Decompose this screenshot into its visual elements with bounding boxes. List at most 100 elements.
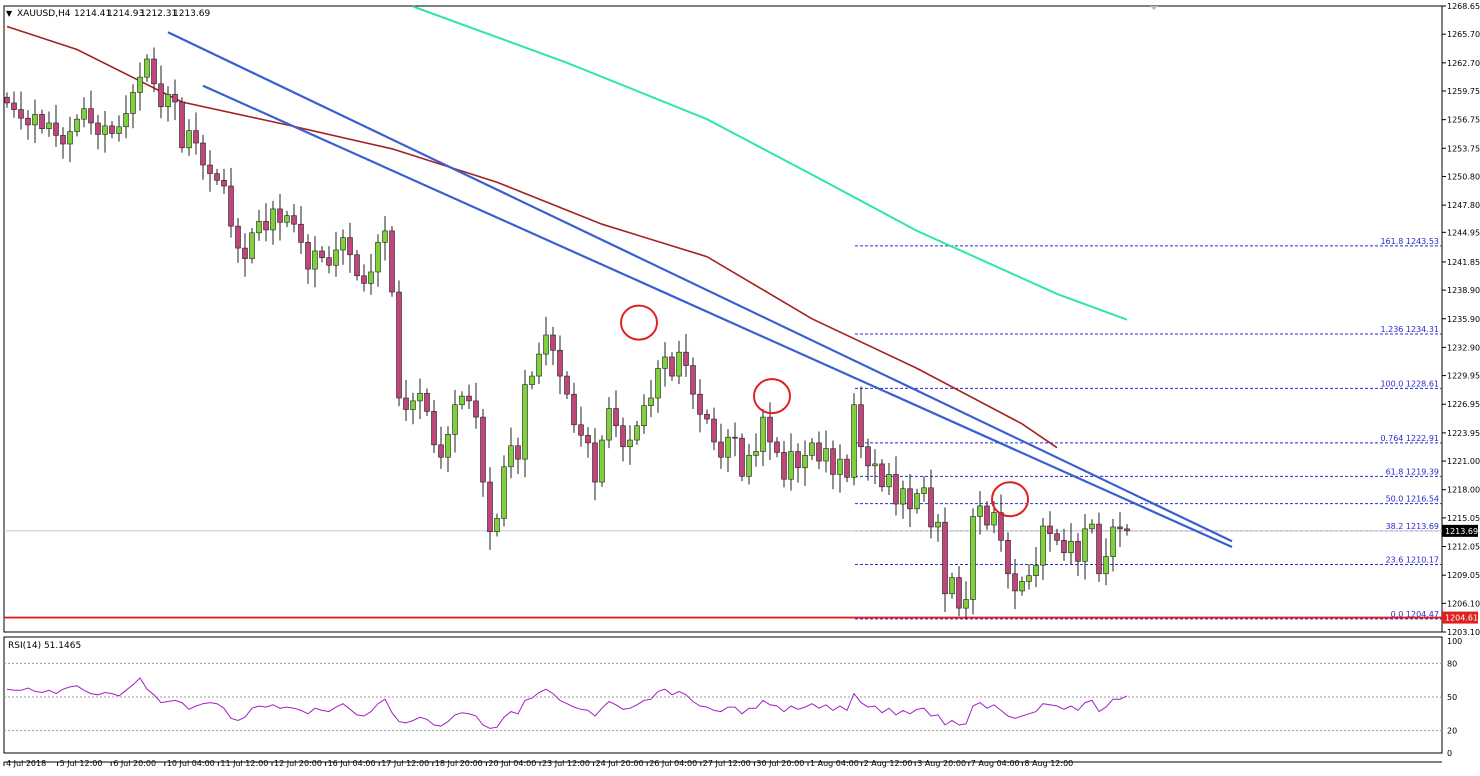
header-low: 1212.31 xyxy=(140,9,177,19)
candle-body xyxy=(718,441,724,458)
candle-body xyxy=(536,353,542,377)
price-tick-label: 1232.90 xyxy=(1447,343,1480,352)
candle-body xyxy=(53,122,59,136)
candle-body xyxy=(102,125,108,135)
candle-body xyxy=(172,94,178,103)
candle-body xyxy=(326,257,332,266)
candle-body xyxy=(1117,526,1123,530)
candle-body xyxy=(844,458,850,478)
candle-body xyxy=(900,488,906,505)
candle-body xyxy=(1103,556,1109,575)
candle-body xyxy=(382,230,388,243)
candle-body xyxy=(830,448,836,475)
candle-body xyxy=(529,375,535,385)
candle-body xyxy=(158,83,164,108)
candle-body xyxy=(907,488,913,510)
candle-body xyxy=(949,577,955,595)
candle-body xyxy=(613,408,619,427)
resistance-touch-circle xyxy=(991,481,1029,518)
price-tick-label: 1253.75 xyxy=(1447,144,1480,153)
downtrend-line xyxy=(167,31,1233,543)
candle-body xyxy=(256,221,262,234)
candle-body xyxy=(970,516,976,600)
candle-body xyxy=(781,452,787,480)
candle-body xyxy=(858,404,864,448)
candle-body xyxy=(95,122,101,135)
candle-body xyxy=(109,125,115,134)
candle-body xyxy=(893,474,899,505)
candle-body xyxy=(676,351,682,377)
candle-body xyxy=(711,418,717,443)
time-tick-label: 16 Jul 04:00 xyxy=(328,759,376,768)
candle-body xyxy=(130,92,136,114)
shift-marker-icon xyxy=(1150,6,1158,10)
candle-body xyxy=(543,334,549,355)
candle-body xyxy=(606,408,612,441)
ma-slow-line xyxy=(412,5,1128,321)
time-tick-label: 1 Aug 04:00 xyxy=(810,759,859,768)
fib-level-label: 38.2 1213.69 xyxy=(1386,522,1439,531)
candle-body xyxy=(998,512,1004,541)
candle-body xyxy=(277,208,283,223)
candle-body xyxy=(977,505,983,517)
candle-body xyxy=(802,455,808,469)
fib-level-label: 161.8 1243.53 xyxy=(1380,237,1439,246)
rsi-pane-frame xyxy=(3,636,1443,754)
candle-body xyxy=(809,442,815,456)
candle-body xyxy=(1047,525,1053,534)
price-tick-label: 1259.75 xyxy=(1447,87,1480,96)
candle-body xyxy=(1124,528,1130,532)
time-tick-label: 6 Jul 20:00 xyxy=(113,759,156,768)
price-tick-label: 1212.05 xyxy=(1447,543,1480,552)
price-tick-label: 1262.70 xyxy=(1447,59,1480,68)
candle-body xyxy=(81,108,87,120)
candle-body xyxy=(207,164,213,174)
support-price-tag-bg xyxy=(1442,611,1478,624)
candle-body xyxy=(921,487,927,494)
price-tick-label: 1268.65 xyxy=(1447,2,1480,11)
candle-body xyxy=(466,395,472,402)
candle-body xyxy=(39,114,45,130)
fib-level-label: 100.0 1228.61 xyxy=(1380,379,1439,388)
fib-level-label: 1.236 1234.31 xyxy=(1380,325,1439,334)
candle-body xyxy=(704,413,710,420)
candle-body xyxy=(655,368,661,399)
candle-body xyxy=(396,291,402,399)
candle-body xyxy=(200,142,206,166)
rsi-tick-label: 0 xyxy=(1447,749,1452,758)
candle-body xyxy=(774,441,780,453)
candle-body xyxy=(179,101,185,149)
candle-body xyxy=(1012,573,1018,592)
candle-body xyxy=(249,232,255,259)
time-tick-label: 4 Jul 2018 xyxy=(6,759,46,768)
candle-body xyxy=(165,94,171,108)
candle-body xyxy=(725,436,731,458)
candle-body xyxy=(312,250,318,270)
candle-body xyxy=(459,395,465,406)
candle-body xyxy=(242,247,248,259)
candle-body xyxy=(473,400,479,418)
candle-body xyxy=(788,451,794,480)
candle-body xyxy=(1068,540,1074,554)
candle-body xyxy=(291,215,297,225)
price-tick-label: 1223.95 xyxy=(1447,429,1480,438)
candle-body xyxy=(1096,523,1102,575)
rsi-tick-label: 100 xyxy=(1447,637,1462,646)
candle-body xyxy=(151,58,157,85)
candle-body xyxy=(11,102,17,110)
time-tick-label: 10 Jul 04:00 xyxy=(167,759,215,768)
candle-body xyxy=(1005,540,1011,575)
candle-body xyxy=(305,242,311,270)
time-tick-label: 8 Aug 12:00 xyxy=(1024,759,1073,768)
candle-body xyxy=(4,96,10,104)
candle-body xyxy=(340,237,346,251)
candle-body xyxy=(193,130,199,144)
price-tick-label: 1256.75 xyxy=(1447,116,1480,125)
candle-body xyxy=(963,599,969,609)
candle-body xyxy=(221,179,227,187)
candle-body xyxy=(1033,564,1039,576)
candle-body xyxy=(487,481,493,533)
header-high: 1214.93 xyxy=(107,9,144,19)
candle-body xyxy=(32,114,38,126)
